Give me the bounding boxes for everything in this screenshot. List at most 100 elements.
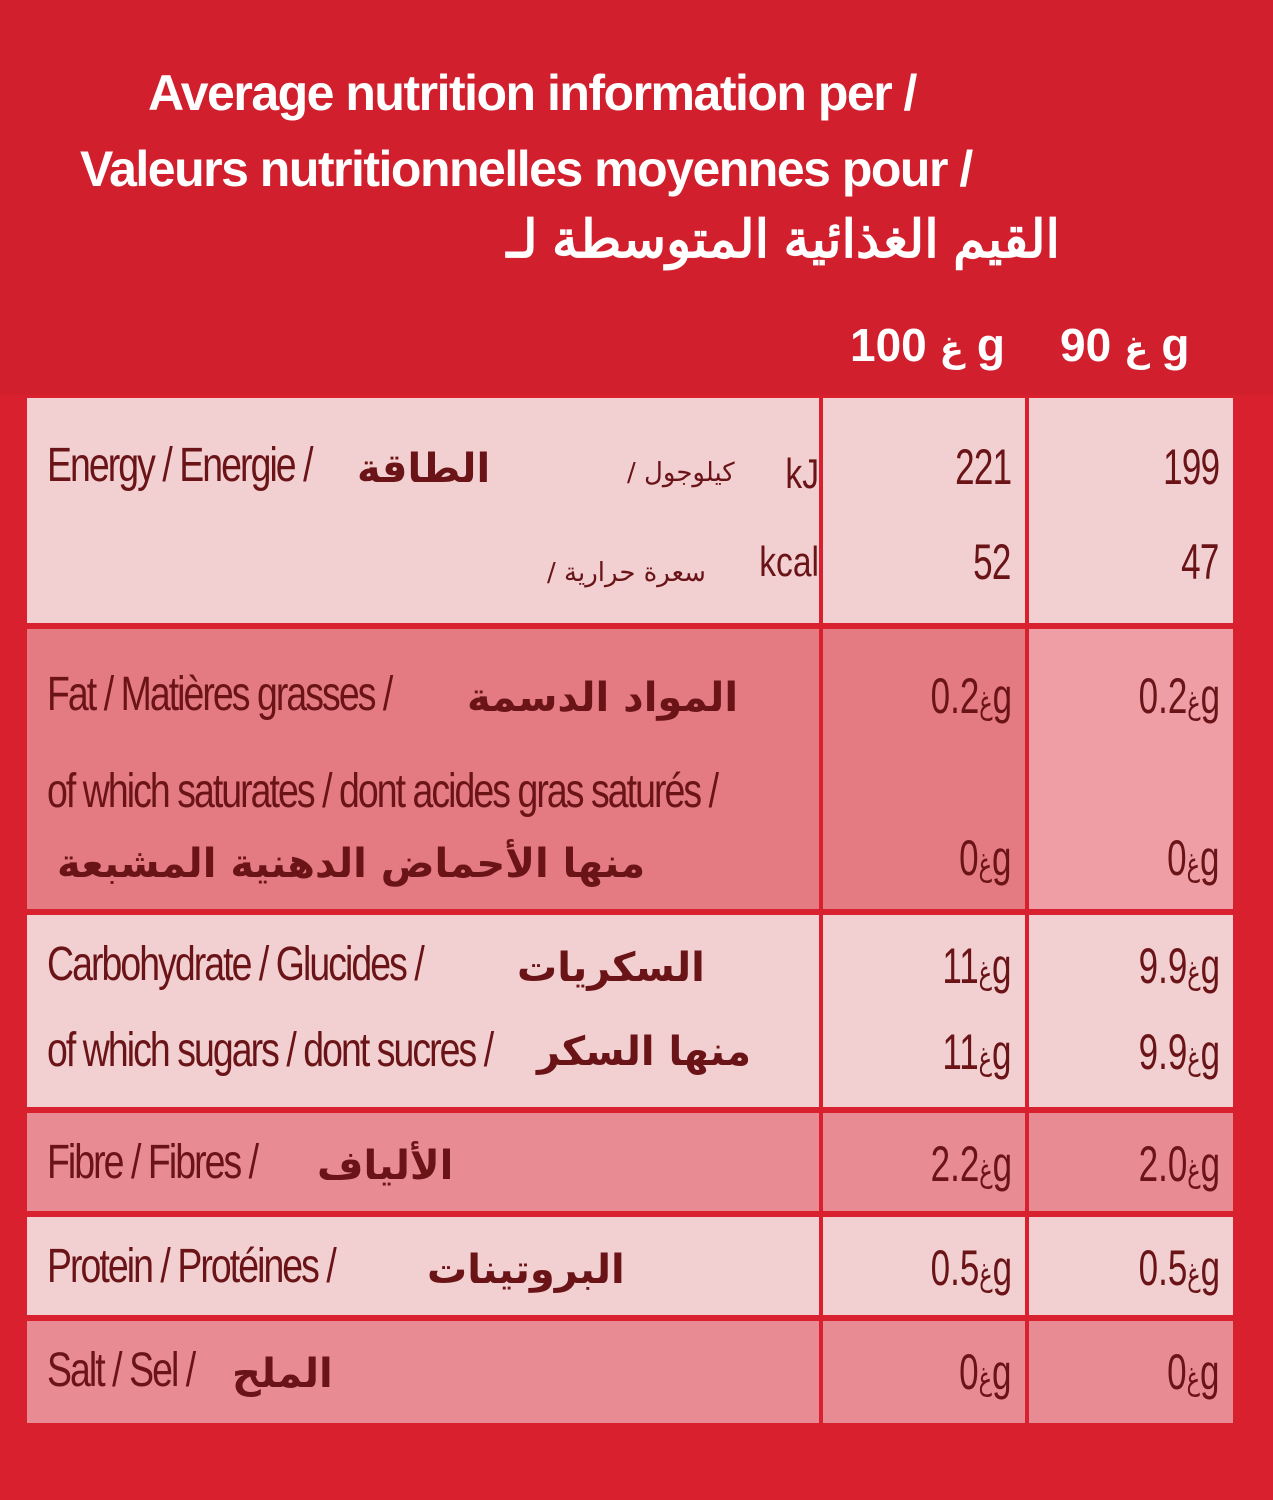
salt-100g-value: 0: [959, 1344, 979, 1400]
row-salt: Salt / Sel / الملح غ0 g غ0 g: [27, 1321, 1233, 1423]
fibre-100g-unit: g: [992, 1136, 1011, 1192]
fat-100g-cell: غ0.2 g غ0 g: [823, 629, 1025, 909]
carbohydrate-label-cell: Carbohydrate / Glucides / السكريات of wh…: [27, 915, 819, 1107]
protein-label-cell: Protein / Protéines / البروتينات: [27, 1217, 819, 1315]
sugars-90g-value: 9.9: [1138, 1024, 1187, 1080]
fibre-label-ar: الألياف: [317, 1143, 454, 1189]
energy-kcal-100g: 52: [973, 534, 1011, 590]
saturates-90g-unit-ar: غ: [1186, 845, 1201, 883]
energy-100g-cell: 221 52: [823, 398, 1025, 623]
energy-label-cell: Energy / Energie / الطاقة كيلوجول / kJ س…: [27, 398, 819, 623]
saturates-100g-value: 0: [959, 830, 979, 886]
carbohydrate-100g-cell: غ11 g غ11 g: [823, 915, 1025, 1107]
fat-label: Fat / Matières grasses /: [47, 668, 393, 721]
carbohydrate-100g: غ11 g: [942, 937, 1012, 995]
saturates-label-ar: منها الأحماض الدهنية المشبعة: [57, 841, 646, 887]
fibre-label-cell: Fibre / Fibres / الألياف: [27, 1113, 819, 1211]
protein-90g-value: 0.5: [1138, 1240, 1187, 1296]
row-protein: Protein / Protéines / البروتينات غ0.5 g غ…: [27, 1217, 1233, 1315]
protein-label-ar: البروتينات: [427, 1247, 625, 1293]
salt-label-ar: الملح: [232, 1351, 333, 1397]
column-header-90g-ar: غ: [1123, 329, 1150, 370]
column-header-100g-label: 100 g: [850, 319, 1005, 371]
carbohydrate-90g-value: 9.9: [1138, 938, 1187, 994]
energy-label: Energy / Energie /: [47, 439, 314, 492]
fibre-100g-value: 2.2: [930, 1136, 979, 1192]
fat-label-ar: المواد الدسمة: [467, 675, 739, 721]
column-header-100g-ar: غ: [939, 329, 966, 370]
fibre-100g-unit-ar: غ: [978, 1151, 993, 1189]
carbohydrate-90g-unit-ar: غ: [1186, 953, 1201, 991]
row-fat: Fat / Matières grasses / المواد الدسمة o…: [27, 629, 1233, 909]
salt-90g-unit: g: [1200, 1344, 1219, 1400]
row-energy: Energy / Energie / الطاقة كيلوجول / kJ س…: [27, 398, 1233, 623]
carbohydrate-100g-unit: g: [992, 938, 1011, 994]
title-english: Average nutrition information per /: [148, 65, 917, 121]
energy-label-ar: الطاقة: [357, 446, 491, 492]
column-header-90g-label: 90 g: [1060, 319, 1189, 371]
sugars-90g-unit: g: [1200, 1024, 1219, 1080]
fibre-label: Fibre / Fibres /: [47, 1136, 259, 1189]
sugars-100g: غ11 g: [943, 1023, 1012, 1081]
protein-90g-unit-ar: غ: [1186, 1255, 1201, 1293]
protein-100g-unit: g: [992, 1240, 1011, 1296]
salt-90g-unit-ar: غ: [1186, 1359, 1201, 1397]
fat-100g: غ0.2 g: [930, 667, 1011, 725]
saturates-90g-unit: g: [1200, 830, 1219, 886]
fat-90g-value: 0.2: [1138, 668, 1187, 724]
fibre-100g-cell: غ2.2 g: [823, 1113, 1025, 1211]
fat-90g-unit: g: [1200, 668, 1219, 724]
fat-90g-unit-ar: غ: [1186, 683, 1201, 721]
fibre-90g: غ2.0 g: [1138, 1135, 1219, 1193]
row-carbohydrate: Carbohydrate / Glucides / السكريات of wh…: [27, 915, 1233, 1107]
fibre-100g: غ2.2 g: [930, 1135, 1011, 1193]
protein-90g: غ0.5 g: [1138, 1239, 1219, 1297]
saturates-100g-unit: g: [992, 830, 1011, 886]
salt-90g-cell: غ0 g: [1029, 1321, 1233, 1423]
protein-90g-cell: غ0.5 g: [1029, 1217, 1233, 1315]
saturates-90g: غ0 g: [1167, 829, 1219, 887]
protein-90g-unit: g: [1200, 1240, 1219, 1296]
fibre-90g-value: 2.0: [1138, 1136, 1187, 1192]
carbohydrate-90g-unit: g: [1200, 938, 1219, 994]
saturates-label: of which saturates / dont acides gras sa…: [47, 765, 719, 818]
fat-100g-unit: g: [992, 668, 1011, 724]
fat-label-cell: Fat / Matières grasses / المواد الدسمة o…: [27, 629, 819, 909]
carbohydrate-100g-value: 11: [942, 938, 980, 994]
row-fibre: Fibre / Fibres / الألياف غ2.2 g غ2.0 g: [27, 1113, 1233, 1211]
saturates-90g-value: 0: [1167, 830, 1187, 886]
fat-100g-value: 0.2: [930, 668, 979, 724]
carbohydrate-90g-cell: غ9.9 g غ9.9 g: [1029, 915, 1233, 1107]
header: Average nutrition information per / Vale…: [0, 0, 1273, 395]
sugars-label-ar: منها السكر: [537, 1029, 752, 1075]
protein-label: Protein / Protéines /: [47, 1240, 337, 1293]
fat-100g-unit-ar: غ: [978, 683, 993, 721]
salt-100g-cell: غ0 g: [823, 1321, 1025, 1423]
energy-kcal-90g: 47: [1181, 534, 1219, 590]
carbohydrate-label-ar: السكريات: [517, 945, 705, 991]
salt-90g-value: 0: [1167, 1344, 1187, 1400]
column-header-90g: غ 90 g: [1060, 318, 1189, 372]
saturates-100g-unit-ar: غ: [978, 845, 993, 883]
energy-90g-cell: 199 47: [1029, 398, 1233, 623]
salt-100g: غ0 g: [959, 1343, 1011, 1401]
protein-100g-cell: غ0.5 g: [823, 1217, 1025, 1315]
carbohydrate-90g: غ9.9 g: [1138, 937, 1219, 995]
salt-label: Salt / Sel /: [47, 1344, 196, 1397]
energy-kj-90g: 199: [1162, 439, 1220, 495]
energy-kj-unit: kJ: [785, 450, 819, 497]
sugars-90g-unit-ar: غ: [1186, 1039, 1201, 1077]
fibre-90g-cell: غ2.0 g: [1029, 1113, 1233, 1211]
fibre-90g-unit-ar: غ: [1186, 1151, 1201, 1189]
saturates-100g: غ0 g: [959, 829, 1011, 887]
title-arabic: القيم الغذائية المتوسطة لـ: [506, 211, 1062, 269]
sugars-100g-unit: g: [992, 1024, 1011, 1080]
energy-kcal-ar: سعرة حرارية /: [547, 558, 706, 588]
protein-100g: غ0.5 g: [930, 1239, 1011, 1297]
title-french: Valeurs nutritionnelles moyennes pour /: [80, 141, 973, 197]
energy-kj-100g: 221: [954, 439, 1012, 495]
sugars-90g: غ9.9 g: [1138, 1023, 1219, 1081]
carbohydrate-100g-unit-ar: غ: [978, 953, 993, 991]
sugars-label: of which sugars / dont sucres /: [47, 1024, 494, 1077]
energy-kj-ar: كيلوجول /: [627, 458, 735, 488]
